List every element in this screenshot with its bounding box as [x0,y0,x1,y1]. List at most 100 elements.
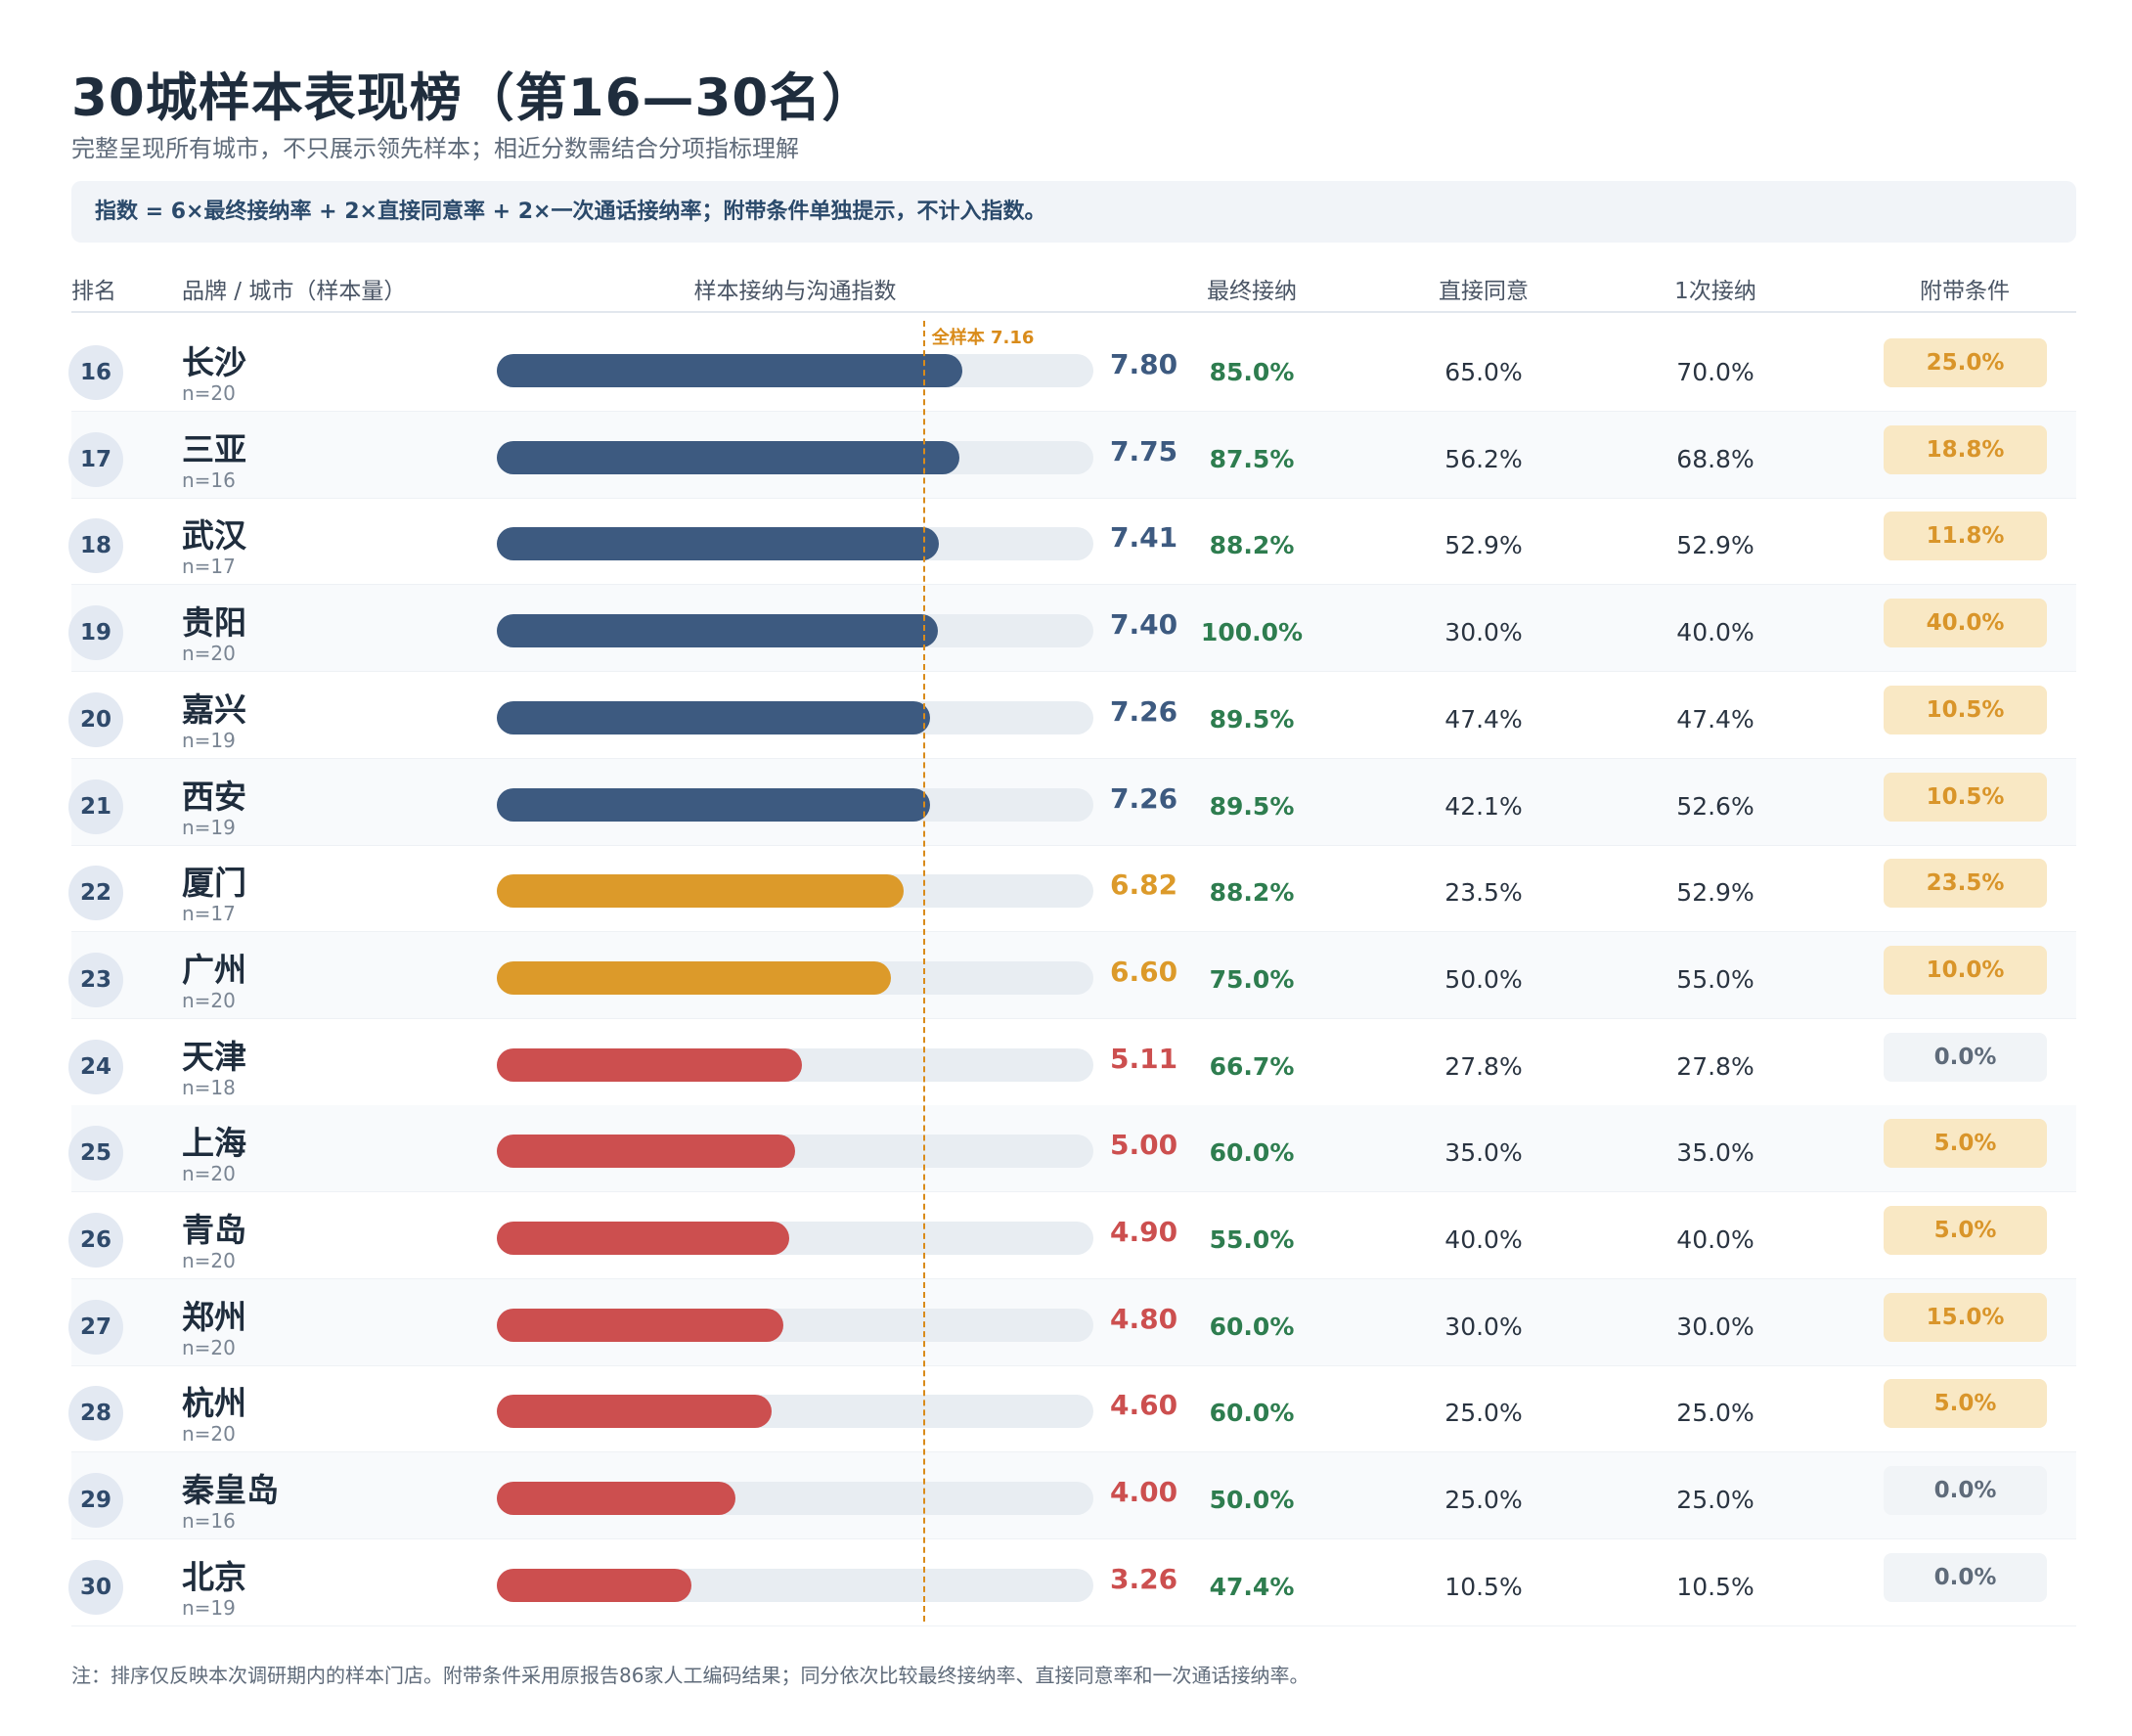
index-bar [497,1395,772,1429]
condition-badge: 10.5% [1884,772,2047,822]
condition-badge: 5.0% [1884,1206,2047,1255]
final-rate: 75.0% [1209,964,1295,994]
index-bar [497,614,939,648]
condition-badge: 15.0% [1884,1292,2047,1342]
direct-rate: 56.2% [1444,444,1523,473]
table-row: 21 西安 n=19 7.26 89.5% 42.1% 52.6% 10.5% [68,758,2076,846]
direct-rate: 10.5% [1444,1572,1523,1601]
rank-badge: 19 [68,605,123,661]
index-score: 7.40 [1110,608,1178,642]
index-bar-track [497,1222,1093,1255]
sample-size: n=20 [182,988,236,1012]
sample-size: n=20 [182,1422,236,1447]
index-bar [497,1482,735,1516]
final-rate: 60.0% [1209,1399,1295,1428]
city-name: 厦门 [182,864,246,903]
index-bar-track [497,614,1093,648]
first-call-rate: 40.0% [1676,618,1754,647]
final-rate: 88.2% [1209,878,1295,908]
first-call-rate: 47.4% [1676,704,1754,734]
index-bar-track [497,1482,1093,1516]
final-rate: 89.5% [1209,791,1295,821]
rank-badge: 18 [68,518,123,574]
sample-size: n=16 [182,467,236,492]
city-name: 广州 [182,950,246,989]
index-bar [497,960,891,995]
index-score: 4.90 [1110,1216,1178,1248]
table-row: 20 嘉兴 n=19 7.26 89.5% 47.4% 47.4% 10.5% [68,672,2076,759]
city-name: 北京 [182,1557,246,1596]
final-rate: 66.7% [1209,1051,1295,1081]
first-call-rate: 52.6% [1676,791,1754,821]
condition-badge: 10.5% [1884,685,2047,734]
index-bar [497,787,930,822]
table-row: 24 天津 n=18 5.11 66.7% 27.8% 27.8% 0.0% [68,1019,2076,1106]
rank-badge: 27 [68,1299,123,1355]
header-condition: 附带条件 [1920,279,2010,304]
city-name: 贵阳 [182,603,246,643]
rank-badge: 21 [68,779,123,834]
first-call-rate: 27.8% [1676,1051,1754,1081]
condition-badge: 0.0% [1884,1032,2047,1082]
reference-line [922,321,925,1622]
sample-size: n=20 [182,381,236,405]
direct-rate: 27.8% [1444,1051,1523,1081]
index-bar-track [497,440,1093,474]
first-call-rate: 55.0% [1676,964,1754,994]
condition-badge: 25.0% [1884,338,2047,387]
index-score: 7.26 [1110,781,1178,815]
condition-badge: 5.0% [1884,1119,2047,1169]
index-bar [497,1135,795,1169]
direct-rate: 52.9% [1444,531,1523,560]
header-index: 样本接纳与沟通指数 [693,279,897,304]
index-bar-track [497,874,1093,909]
sample-size: n=20 [182,1249,236,1272]
direct-rate: 25.0% [1444,1486,1523,1515]
index-bar-track [497,1135,1093,1169]
direct-rate: 25.0% [1444,1399,1523,1428]
header-city: 品牌 / 城市（样本量） [182,279,407,304]
rank-badge: 26 [68,1213,123,1268]
table-row: 19 贵阳 n=20 7.40 100.0% 30.0% 40.0% 40.0% [68,585,2076,673]
table-row: 16 长沙 n=20 7.80 85.0% 65.0% 70.0% 25.0% [68,325,2076,412]
index-score: 6.60 [1110,955,1178,988]
index-bar [497,1222,789,1255]
city-name: 西安 [182,777,246,816]
direct-rate: 42.1% [1444,791,1523,821]
final-rate: 88.2% [1209,531,1295,560]
condition-badge: 10.0% [1884,945,2047,995]
index-bar [497,700,930,734]
index-bar [497,1568,691,1602]
final-rate: 47.4% [1209,1572,1295,1601]
index-bar [497,1047,802,1082]
index-bar-track [497,960,1093,995]
sample-size: n=19 [182,815,236,839]
sample-size: n=19 [182,728,236,752]
sample-size: n=20 [182,1162,236,1186]
index-bar-track [497,1568,1093,1602]
rank-badge: 22 [68,866,123,921]
sample-size: n=19 [182,1595,236,1620]
direct-rate: 65.0% [1444,358,1523,386]
sample-size: n=16 [182,1509,236,1534]
index-score: 3.26 [1110,1562,1178,1595]
table-row: 22 厦门 n=17 6.82 88.2% 23.5% 52.9% 23.5% [68,845,2076,933]
city-name: 杭州 [182,1384,246,1423]
condition-badge: 0.0% [1884,1466,2047,1516]
header-direct: 直接同意 [1439,279,1529,304]
index-score: 7.75 [1110,434,1178,467]
table-row: 30 北京 n=19 3.26 47.4% 10.5% 10.5% 0.0% [68,1539,2076,1626]
rank-badge: 25 [68,1126,123,1181]
city-name: 武汉 [182,516,246,556]
sample-size: n=17 [182,902,236,926]
city-name: 青岛 [182,1211,246,1249]
index-bar [497,440,959,474]
index-score: 4.80 [1110,1302,1178,1335]
final-rate: 55.0% [1209,1225,1295,1254]
index-score: 7.26 [1110,694,1178,728]
city-name: 秦皇岛 [182,1471,279,1510]
first-call-rate: 35.0% [1676,1138,1754,1168]
header-divider [71,311,2076,313]
reference-label: 全样本 7.16 [931,328,1035,348]
